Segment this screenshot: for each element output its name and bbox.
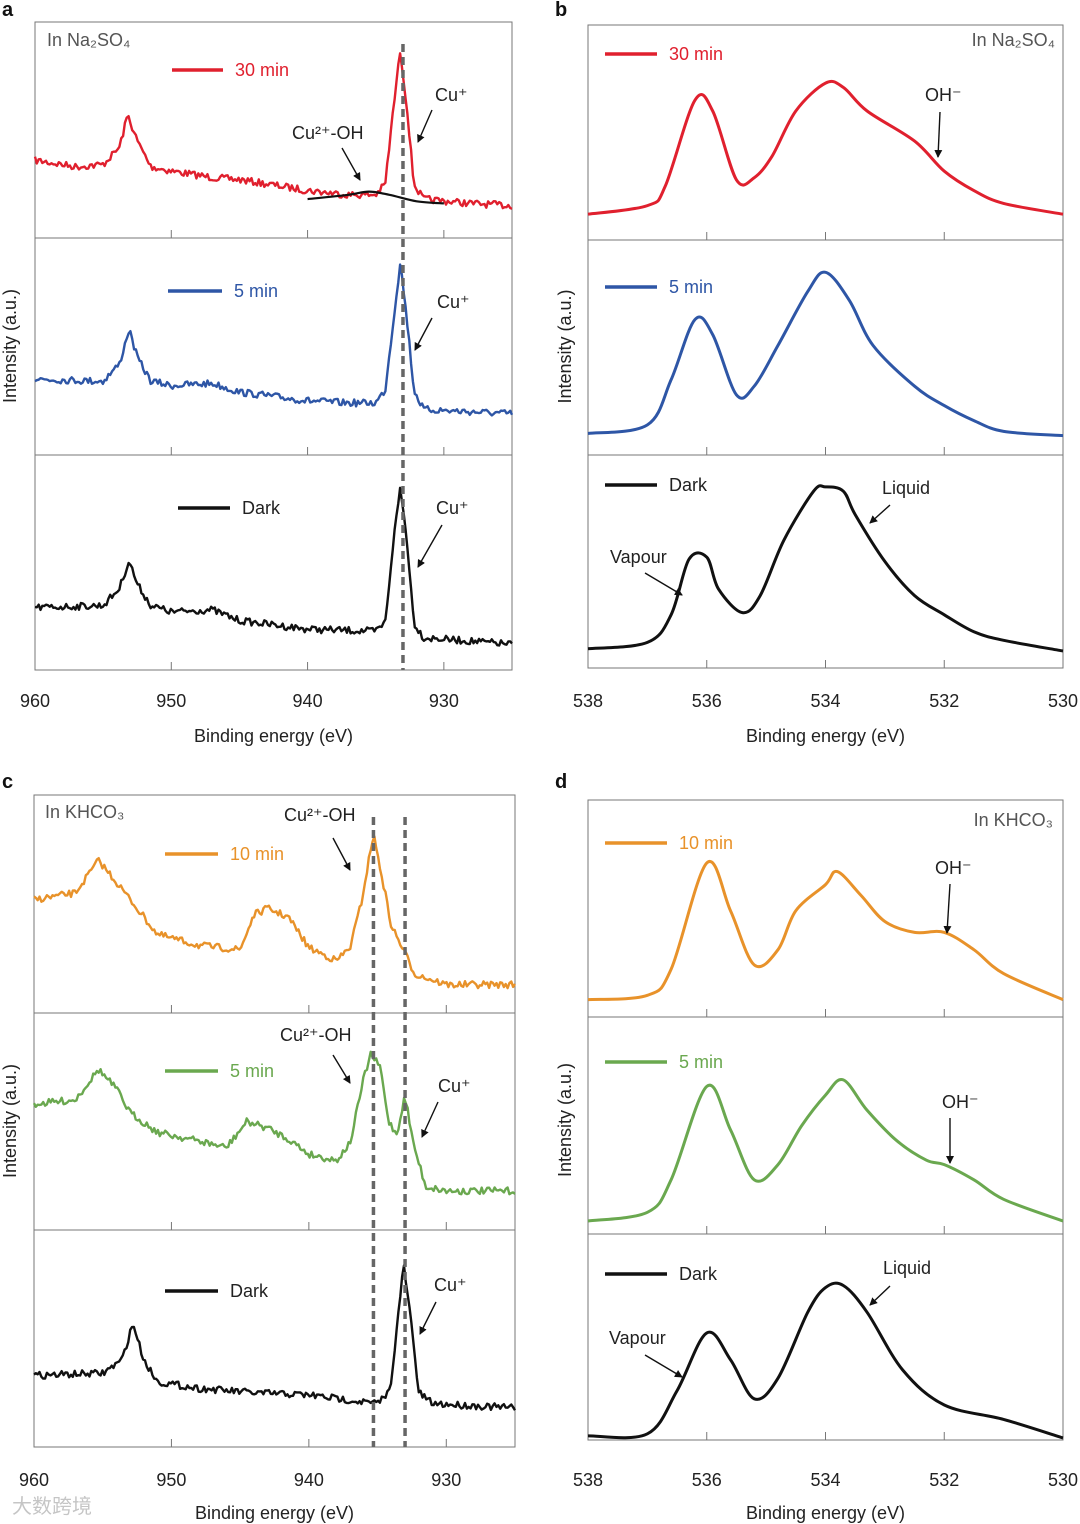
annotation-label: Liquid [882,478,930,498]
annotation-arrow [421,1101,439,1138]
legend-label: 5 min [234,281,278,301]
annotation-arrow [644,572,683,596]
annotation-arrow [644,1354,683,1378]
x-axis-label: Binding energy (eV) [195,1503,354,1523]
annotation-label: OH⁻ [925,85,962,105]
spectrum-10-min [587,859,1064,1002]
x-tick-label: 940 [293,691,323,711]
legend-label: 10 min [679,833,733,853]
fit-curve [307,190,444,205]
annotation-label: Cu²⁺-OH [284,805,356,825]
plot-frame [34,21,513,671]
x-tick-label: 950 [156,1470,186,1490]
annotation-label: OH⁻ [942,1092,979,1112]
legend-label: 5 min [679,1052,723,1072]
panel-letter: b [555,0,567,21]
legend-label: Dark [242,498,281,518]
annotation-arrow [332,1054,351,1084]
condition-label: In KHCO₃ [974,810,1053,830]
legend-label: 5 min [669,277,713,297]
annotation-arrow [417,524,443,568]
y-axis-label: Intensity (a.u.) [0,289,20,403]
spectrum-10-min [33,835,516,990]
annotation-arrow [332,837,351,871]
legend-label: 5 min [230,1061,274,1081]
annotation-label: Vapour [609,1328,666,1348]
spectrum-Dark [33,1264,517,1412]
panel-letter: a [2,0,14,21]
legend-label: Dark [230,1281,269,1301]
x-axis-label: Binding energy (eV) [746,1503,905,1523]
panel-d: d [555,771,1064,1441]
legend-label: 30 min [235,60,289,80]
x-tick-label: 536 [692,1470,722,1490]
legend-label: Dark [669,475,708,495]
x-tick-label: 538 [573,691,603,711]
x-tick-label: 930 [429,691,459,711]
y-axis-label: Intensity (a.u.) [0,1064,20,1178]
plot-frame [587,24,1064,669]
x-tick-label: 534 [810,691,840,711]
annotation-arrow [943,883,952,934]
spectrum-30-min [587,79,1064,216]
x-tick-label: 536 [692,691,722,711]
x-tick-label: 534 [810,1470,840,1490]
x-tick-label: 950 [156,691,186,711]
y-axis-label: Intensity (a.u.) [555,1063,575,1177]
annotation-arrow [414,317,433,351]
legend-label: 30 min [669,44,723,64]
annotation-arrow [417,109,433,143]
annotation-label: Cu⁺ [434,1275,467,1295]
condition-label: In Na₂SO₄ [972,30,1055,50]
x-tick-label: 960 [20,691,50,711]
condition-label: In KHCO₃ [45,802,124,822]
x-axis-label: Binding energy (eV) [746,726,905,746]
annotation-label: Cu²⁺-OH [280,1025,352,1045]
panel-b: b [555,0,1064,669]
legend-label: 10 min [230,844,284,864]
y-axis-label: Intensity (a.u.) [555,289,575,403]
x-tick-label: 530 [1048,1470,1078,1490]
watermark: 大数跨境 [12,1494,92,1518]
spectrum-5-min [587,270,1064,438]
panel-c: c [2,771,517,1448]
spectrum-Dark [587,1281,1064,1440]
annotation-label: Liquid [883,1258,931,1278]
panel-letter: d [555,771,567,793]
annotation-arrow [341,147,361,181]
annotation-label: Cu²⁺-OH [292,123,364,143]
annotation-arrow [869,504,891,524]
spectrum-5-min [34,263,514,417]
annotation-label: Cu⁺ [436,498,469,518]
spectrum-5-min [587,1078,1064,1223]
annotation-arrow [934,111,943,158]
annotation-label: Cu⁺ [435,85,468,105]
x-tick-label: 532 [929,1470,959,1490]
x-axis-label: Binding energy (eV) [194,726,353,746]
annotation-label: Cu⁺ [437,292,470,312]
x-tick-label: 532 [929,691,959,711]
legend-label: Dark [679,1264,718,1284]
x-tick-label: 940 [294,1470,324,1490]
spectrum-Dark [587,484,1064,653]
panel-letter: c [2,771,13,793]
panel-a: a [2,0,514,671]
plot-frame [33,794,516,1448]
spectrum-Dark [34,486,513,647]
spectrum-5-min [32,1050,516,1196]
x-tick-label: 538 [573,1470,603,1490]
annotation-arrow [869,1285,891,1306]
annotation-label: Cu⁺ [438,1076,471,1096]
x-tick-label: 960 [19,1470,49,1490]
x-tick-label: 930 [431,1470,461,1490]
x-tick-label: 530 [1048,691,1078,711]
annotation-arrow [419,1301,437,1335]
annotation-label: OH⁻ [935,858,972,878]
condition-label: In Na₂SO₄ [47,30,130,50]
annotation-label: Vapour [610,547,667,567]
